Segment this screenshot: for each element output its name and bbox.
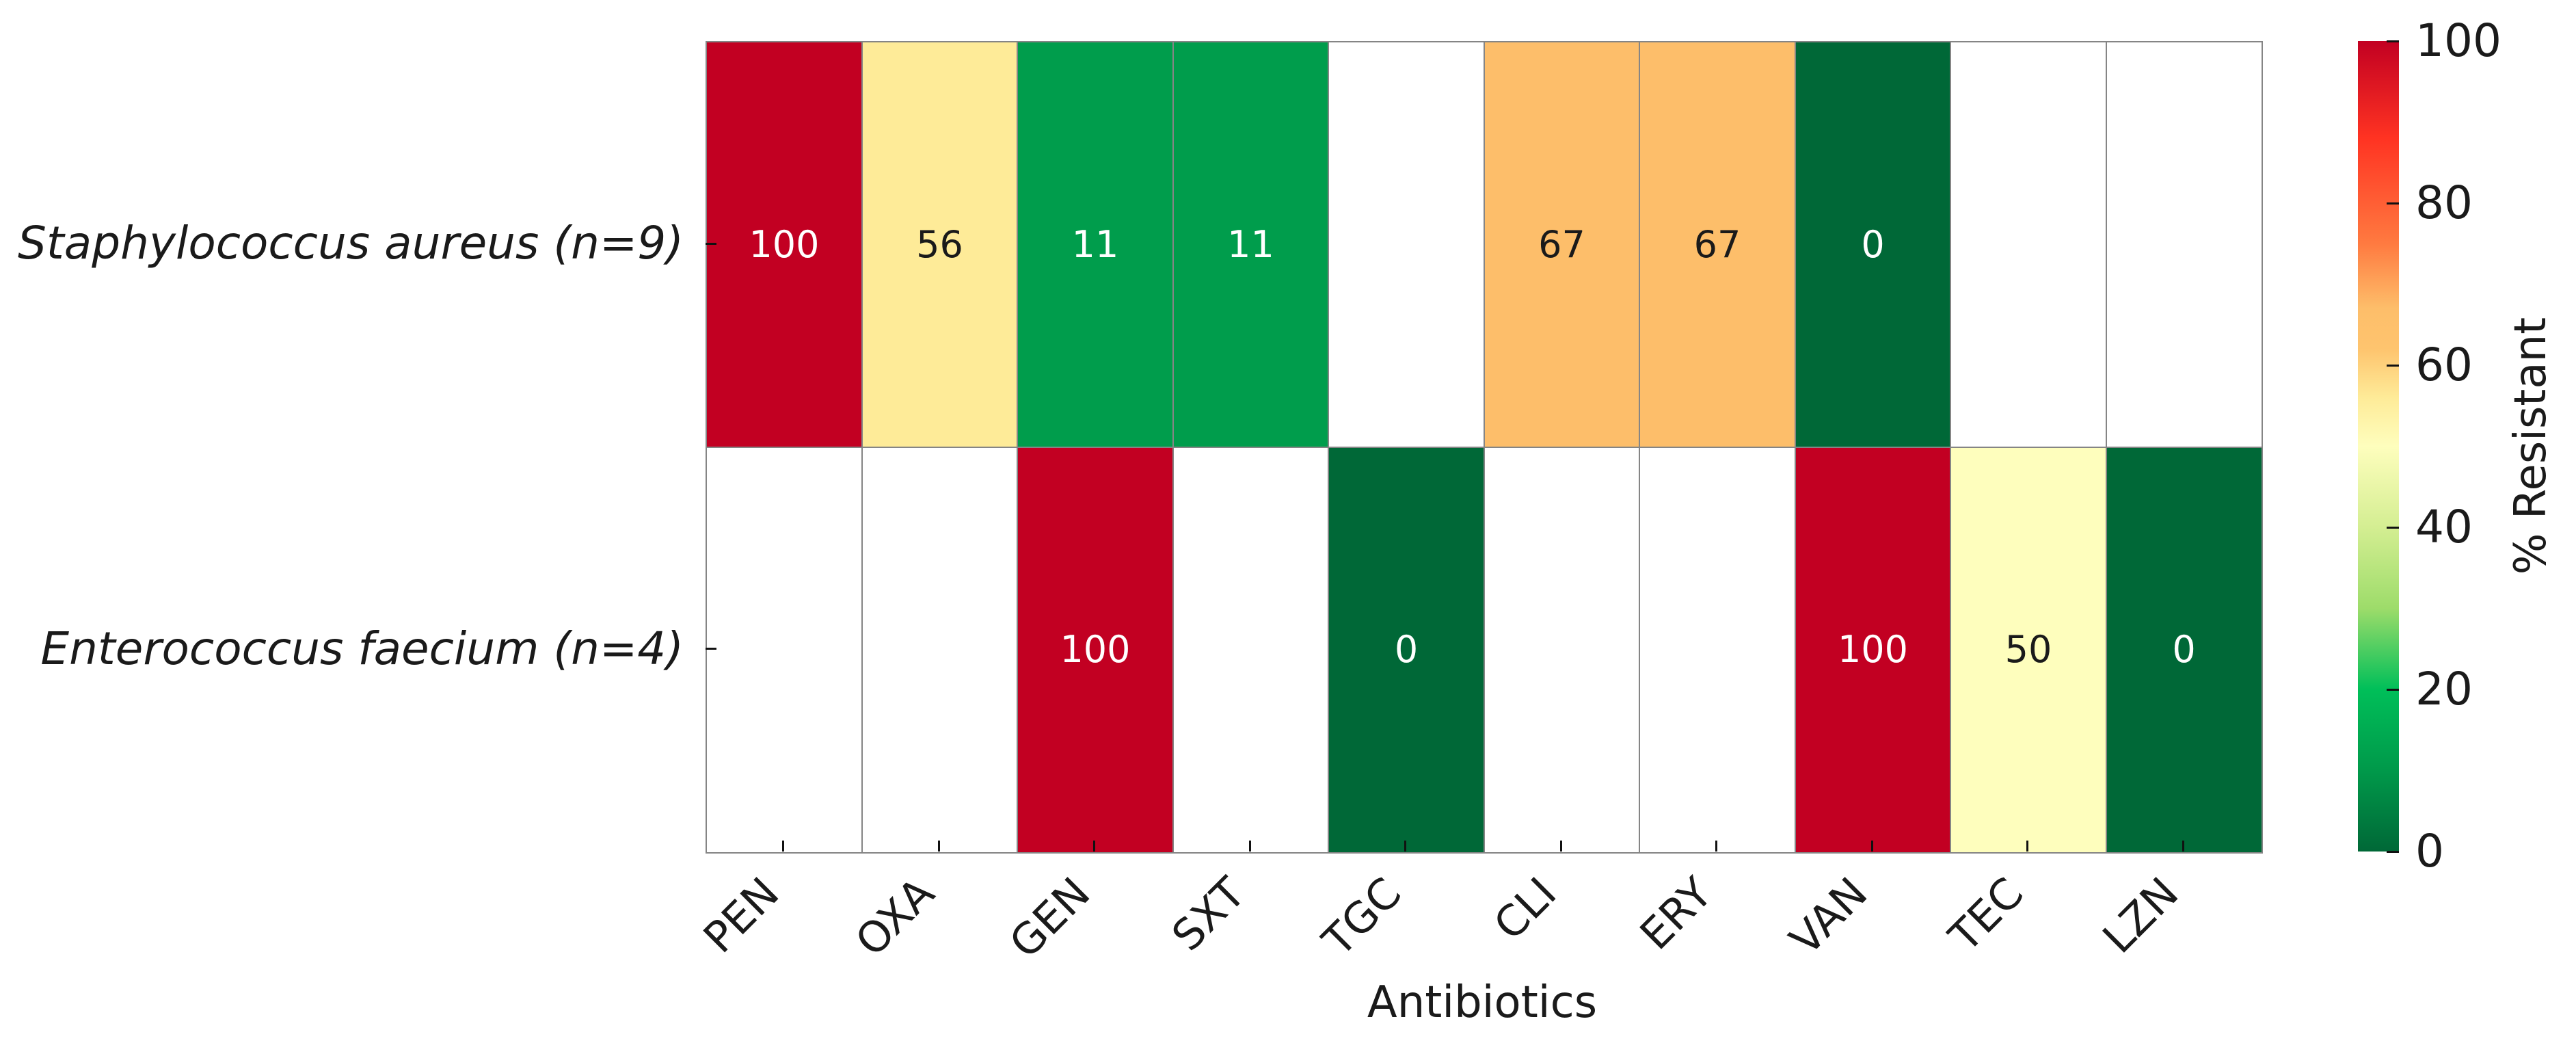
heatmap-cell: 0 [2105,446,2263,854]
colorbar-tick [2387,364,2399,367]
x-tick-label: GEN [999,867,1100,968]
y-tick [706,648,716,650]
heatmap-cell: 11 [1017,41,1174,448]
heatmap-cell [1172,446,1330,854]
colorbar-tick [2387,526,2399,529]
x-tick-label: PEN [693,867,789,963]
heatmap-cell: 67 [1483,41,1641,448]
cell-value: 67 [1693,222,1741,266]
cell-value: 50 [2004,628,2052,671]
x-tick [1715,841,1718,851]
colorbar [2358,41,2399,851]
y-tick [706,242,716,245]
heatmap-cell: 0 [1794,41,1952,448]
x-tick [1404,841,1407,851]
colorbar-tick-label: 0 [2415,825,2444,877]
heatmap-cell: 56 [861,41,1019,448]
x-tick-label: LZN [2093,867,2188,963]
heatmap-cell [1639,446,1796,854]
x-tick-label: ERY [1630,867,1722,960]
x-tick-label: SXT [1162,867,1255,961]
x-tick [1093,841,1096,851]
x-axis-title: Antibiotics [1367,977,1598,1028]
cell-value: 67 [1538,222,1585,266]
heatmap-cell [1950,41,2107,448]
colorbar-tick [2387,40,2399,42]
heatmap-cell: 0 [1328,446,1485,854]
x-tick [1559,841,1562,851]
colorbar-tick [2387,202,2399,204]
x-tick [2182,841,2184,851]
cell-value: 11 [1227,222,1274,266]
heatmap-cell: 100 [1794,446,1952,854]
cell-value: 100 [1837,628,1909,671]
colorbar-tick-label: 100 [2415,14,2501,67]
x-tick-label: CLI [1484,867,1566,950]
heatmap-cell: 11 [1172,41,1330,448]
cell-value: 0 [1861,222,1885,266]
heatmap-cell [1483,446,1641,854]
colorbar-tick [2387,850,2399,853]
heatmap-cell [706,446,863,854]
cell-value: 0 [2172,628,2196,671]
y-tick-label: Enterococcus faecium (n=4) [40,622,684,675]
x-tick [782,841,785,851]
cell-value: 11 [1071,222,1119,266]
cell-value: 100 [1060,628,1131,671]
cell-value: 0 [1394,628,1419,671]
x-tick [1248,841,1251,851]
cell-value: 100 [749,222,820,266]
heatmap-grid: 100 56 11 11 67 67 0 100 0 100 50 0 [706,41,2263,854]
heatmap-cell [861,446,1019,854]
x-tick-label: OXA [846,867,944,966]
x-tick-label: VAN [1780,867,1877,965]
y-tick-label: Staphylococcus aureus (n=9) [18,217,684,270]
colorbar-tick-label: 60 [2415,339,2473,391]
colorbar-title: % Resistant [2506,317,2556,575]
colorbar-tick [2387,688,2399,691]
x-tick [2026,841,2029,851]
colorbar-tick-label: 20 [2415,663,2473,715]
heatmap-cell [2105,41,2263,448]
heatmap-cell: 100 [1017,446,1174,854]
heatmap-cell [1328,41,1485,448]
cell-value: 56 [916,222,963,266]
x-tick-label: TEC [1939,867,2033,962]
x-tick [1870,841,1873,851]
colorbar-tick-label: 80 [2415,176,2473,229]
x-tick-label: TGC [1313,867,1411,966]
heatmap-cell: 50 [1950,446,2107,854]
colorbar-tick-label: 40 [2415,501,2473,553]
heatmap-cell: 100 [706,41,863,448]
x-tick [937,841,940,851]
heatmap-cell: 67 [1639,41,1796,448]
